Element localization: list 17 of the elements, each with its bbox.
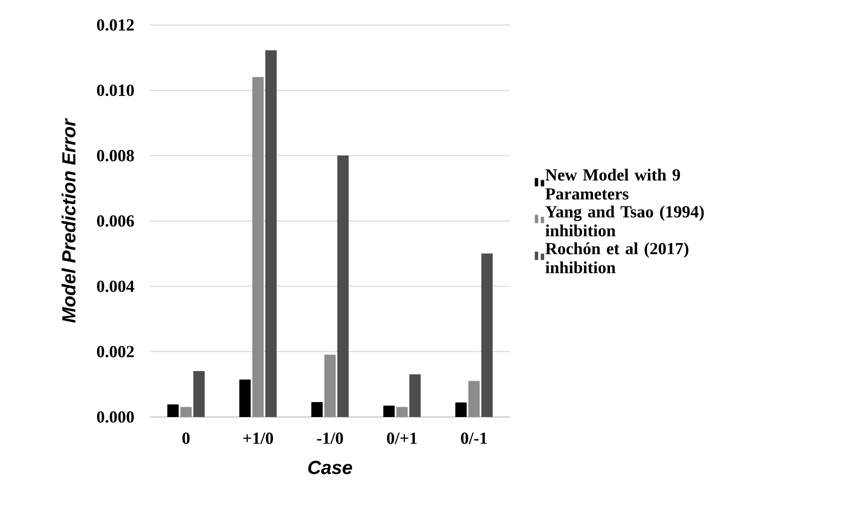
y-tick-label: 0.012 — [97, 19, 134, 31]
y-tick-label: 0.000 — [97, 411, 134, 423]
y-tick-label: 0.004 — [97, 280, 134, 292]
legend-label: Rochón et al (2017) inhibition — [545, 242, 688, 274]
y-tick-label: 0.008 — [97, 150, 134, 162]
legend-label: Yang and Tsao (1994) inhibition — [545, 206, 704, 236]
y-tick-label: 0.006 — [97, 215, 134, 227]
x-tick-label: 0/-1 — [461, 432, 487, 444]
y-tick-label: 0.002 — [97, 346, 134, 358]
x-tick-label: -1/0 — [316, 432, 344, 444]
legend-label: New Model with 9 Parameters — [545, 168, 680, 200]
x-tick-label: +1/0 — [243, 432, 274, 444]
x-tick-label: 0 — [182, 432, 190, 444]
x-tick-label: 0/+1 — [386, 432, 417, 444]
y-axis-title: Model Prediction Error — [62, 118, 76, 323]
y-tick-label: 0.010 — [97, 84, 134, 96]
x-axis-title: Case — [308, 460, 352, 474]
